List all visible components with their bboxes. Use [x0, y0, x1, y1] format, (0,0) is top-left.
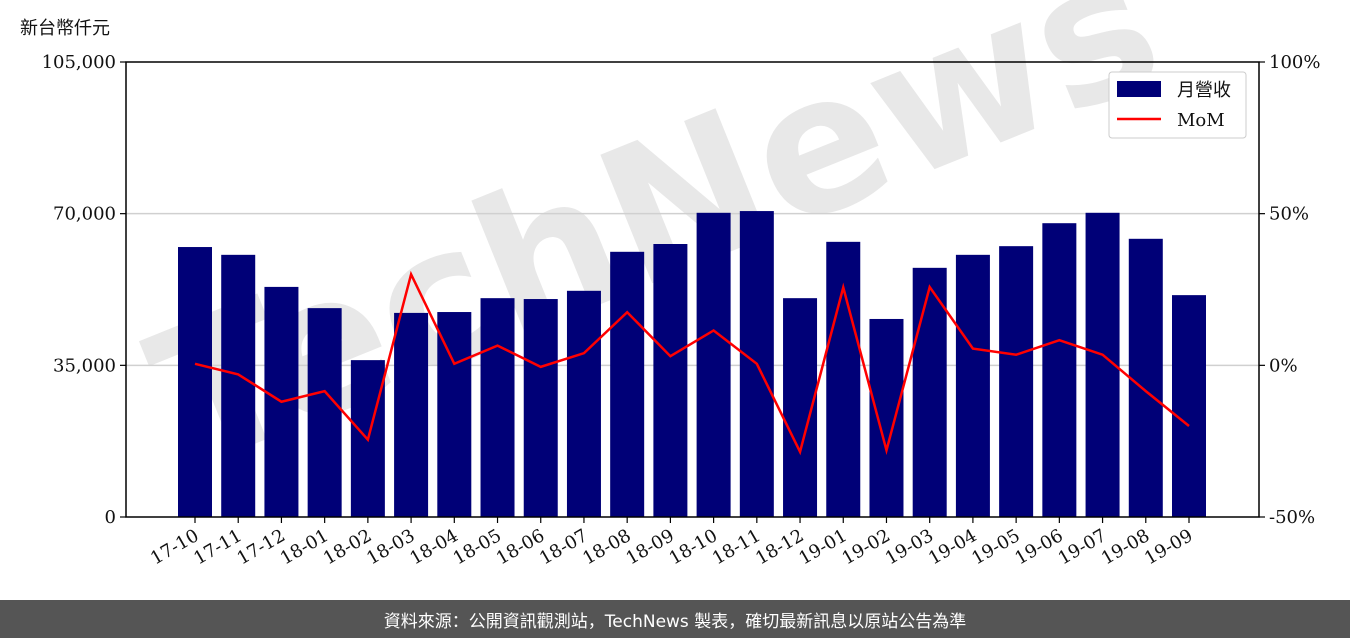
bar-17-10 — [178, 247, 212, 518]
x-tick-label: 18-06 — [493, 525, 548, 569]
x-tick-label: 17-10 — [147, 525, 202, 569]
x-tick-label: 17-12 — [233, 525, 288, 569]
left-tick-label: 70,000 — [53, 204, 116, 225]
legend-swatch-bar — [1117, 81, 1161, 97]
unit-label: 新台幣仟元 — [20, 18, 110, 39]
x-tick-label: 18-03 — [363, 525, 418, 569]
x-tick-label: 18-11 — [709, 525, 764, 569]
bar-19-03 — [912, 267, 947, 517]
left-tick-label: 35,000 — [53, 355, 116, 376]
x-tick-label: 18-01 — [277, 525, 332, 569]
x-tick-label: 18-12 — [752, 525, 807, 569]
legend-label-mom: MoM — [1177, 110, 1225, 131]
x-tick-label: 18-02 — [320, 525, 375, 569]
x-tick-label: 18-07 — [536, 525, 591, 569]
x-tick-label: 18-08 — [579, 525, 634, 569]
legend: 月營收 MoM — [1108, 71, 1247, 139]
bar-19-05 — [999, 246, 1034, 517]
x-tick-label: 19-05 — [968, 525, 1023, 569]
bar-17-11 — [221, 254, 256, 518]
bar-19-06 — [1042, 223, 1077, 517]
bar-19-09 — [1172, 295, 1206, 517]
x-tick-label: 19-06 — [1011, 525, 1066, 569]
x-tick-label: 19-07 — [1055, 525, 1110, 569]
x-tick-label: 18-10 — [666, 525, 721, 569]
x-tick-label: 19-09 — [1141, 525, 1196, 569]
bar-19-08 — [1128, 238, 1163, 518]
right-tick-label: -50% — [1269, 507, 1315, 528]
x-tick-label: 19-08 — [1098, 525, 1153, 569]
bar-18-09 — [653, 244, 688, 517]
right-tick-label: 50% — [1269, 204, 1309, 225]
left-tick-label: 0 — [105, 507, 116, 528]
chart: TechNews035,00070,000105,000-50%0%50%100… — [42, 0, 1321, 569]
bar-18-03 — [394, 312, 429, 517]
bar-18-06 — [523, 299, 558, 517]
bar-18-08 — [610, 251, 645, 518]
bar-18-05 — [480, 298, 515, 517]
bar-18-01 — [307, 308, 342, 517]
x-tick-label: 19-02 — [839, 525, 894, 569]
bar-18-04 — [437, 312, 472, 517]
plot-frame — [125, 61, 1260, 518]
x-tick-label: 19-03 — [882, 525, 937, 569]
x-tick-label: 17-11 — [190, 525, 245, 569]
bar-18-07 — [566, 290, 601, 517]
x-tick-label: 19-01 — [795, 525, 850, 569]
mom-line — [194, 270, 1190, 456]
bar-19-02 — [869, 318, 904, 517]
legend-label-revenue: 月營收 — [1177, 80, 1231, 101]
x-tick-label: 19-04 — [925, 525, 980, 569]
bar-18-10 — [696, 212, 731, 518]
x-tick-label: 18-05 — [450, 525, 505, 569]
left-tick-label: 105,000 — [42, 52, 116, 73]
x-tick-label: 18-04 — [406, 525, 461, 569]
x-tick-label: 18-09 — [622, 525, 677, 569]
source-footer: 資料來源：公開資訊觀測站，TechNews 製表，確切最新訊息以原站公告為準 — [0, 600, 1350, 638]
bar-19-04 — [955, 254, 990, 518]
right-tick-label: 0% — [1269, 355, 1298, 376]
right-tick-label: 100% — [1269, 52, 1320, 73]
